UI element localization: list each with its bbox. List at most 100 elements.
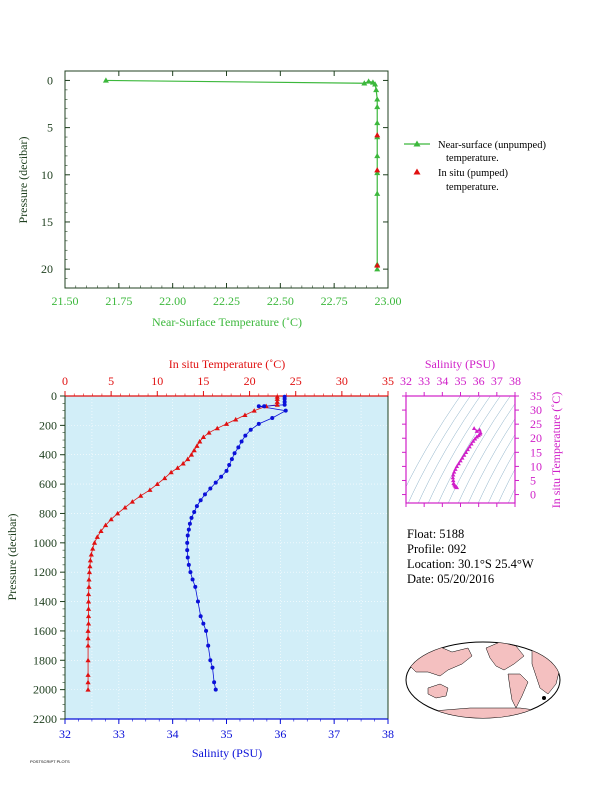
near-surface-point [374, 190, 381, 196]
ts-y-tick-label: 20 [530, 431, 542, 445]
top-axis-ticks: 21.50 21.75 22.00 22.25 22.50 22.75 23.00 0 5 10 1… [41, 70, 402, 308]
profile-top-axis-label: In situ Temperature (˚C) [169, 357, 286, 371]
top-temp-tick-label: 10 [151, 374, 163, 388]
near-surface-point [373, 86, 380, 93]
salinity-point [282, 399, 287, 404]
salinity-tick-label: 38 [382, 727, 394, 741]
salinity-point [213, 687, 218, 692]
salinity-point [282, 402, 287, 407]
temperature-point [154, 481, 160, 487]
temperature-point [168, 469, 174, 475]
profile-chart: 0 5 10 15 20 25 30 35 32 33 34 35 36 37 38 0 200 400 600 80… [5, 357, 394, 760]
temperature-point [251, 408, 257, 413]
salinity-point [210, 665, 215, 670]
temperature-point [191, 447, 197, 453]
ts-density-contour [427, 396, 491, 503]
map-land-australia [427, 683, 449, 699]
salinity-tick-label: 37 [328, 727, 340, 741]
salinity-point [194, 504, 199, 509]
temperature-point [115, 510, 121, 516]
world-map [405, 641, 561, 719]
ts-point [450, 475, 456, 480]
ts-point [451, 472, 456, 477]
salinity-point [283, 408, 288, 413]
top-temp-tick-label: 20 [244, 374, 256, 388]
salinity-point [204, 628, 209, 633]
temperature-point [122, 504, 128, 510]
salinity-point [229, 457, 234, 462]
salinity-point [198, 614, 203, 619]
salinity-point [186, 527, 191, 532]
temperature-point [85, 679, 91, 685]
pressure-tick-label: 1800 [33, 653, 57, 667]
salinity-point [198, 498, 203, 503]
temperature-point [274, 402, 280, 407]
salinity-tick-label: 34 [167, 727, 179, 741]
ts-x-tick-label: 38 [509, 374, 521, 388]
legend: Near-surface (unpumped) temperature. In … [404, 140, 546, 193]
top-y-tick-label: 20 [41, 262, 53, 276]
ts-point [451, 478, 456, 483]
temperature-point [180, 460, 186, 466]
ts-point [451, 469, 457, 474]
salinity-point [185, 555, 190, 560]
profile-data-marks [85, 394, 288, 692]
ts-y-tick-label: 10 [530, 459, 542, 473]
temperature-point [88, 551, 94, 557]
temperature-point [174, 465, 181, 470]
salinity-point [219, 474, 224, 479]
temperature-point [86, 584, 92, 589]
near-surface-point [374, 103, 381, 110]
ts-density-contour [407, 396, 471, 503]
ts-point [471, 426, 477, 431]
near-surface-point [365, 78, 372, 84]
top-y-tick-label: 10 [41, 168, 53, 182]
salinity-tick-label: 36 [274, 727, 286, 741]
salinity-point [256, 421, 261, 426]
temperature-point [188, 452, 195, 457]
top-temp-tick-label: 0 [62, 374, 68, 388]
temperature-point [87, 563, 93, 569]
top-x-tick-label: 22.75 [321, 294, 348, 308]
ts-point [465, 447, 470, 452]
top-temp-tick-label: 30 [336, 374, 348, 388]
temperature-point [86, 569, 93, 575]
in-situ-point [374, 262, 381, 268]
salinity-tick-label: 35 [221, 727, 233, 741]
salinity-point [189, 515, 194, 520]
salinity-point [187, 521, 192, 526]
temperature-point [85, 613, 92, 619]
ts-density-contour [437, 396, 501, 503]
ts-point [469, 441, 474, 446]
salinity-point [195, 599, 200, 604]
temperature-point [85, 606, 92, 611]
near-surface-point [372, 81, 379, 87]
salinity-point [186, 562, 191, 567]
ts-x-axis-label: Salinity (PSU) [425, 357, 495, 371]
profile-axis-ticks: 0 5 10 15 20 25 30 35 32 33 34 35 36 37 38 0 200 400 600 80… [33, 374, 394, 741]
temperature-point [242, 412, 248, 418]
pressure-tick-label: 600 [39, 477, 57, 491]
ts-density-contour [417, 396, 481, 503]
salinity-point [185, 548, 190, 553]
ts-y-axis-label: In situ Temperature (˚C) [549, 392, 563, 509]
temperature-point [86, 576, 92, 582]
pressure-tick-label: 400 [39, 448, 57, 462]
ts-point [478, 430, 483, 435]
profile-bottom-axis-label: Salinity (PSU) [192, 746, 262, 760]
ts-density-contour [406, 396, 461, 488]
top-x-tick-label: 22.25 [213, 294, 240, 308]
legend-near-surface-marker [413, 140, 421, 147]
ts-density-contours [406, 396, 515, 503]
salinity-point [185, 533, 190, 538]
top-x-tick-label: 23.00 [375, 294, 402, 308]
top-data-marks [102, 77, 381, 272]
ts-y-tick-label: 30 [530, 403, 542, 417]
salinity-point [224, 468, 229, 473]
temperature-point [214, 425, 220, 431]
profile-y-axis-label: Pressure (decibar) [5, 514, 19, 601]
ts-plot-background [406, 396, 515, 503]
ts-y-tick-label: 0 [530, 488, 536, 502]
temperature-point [85, 628, 91, 633]
ts-point [451, 481, 456, 485]
